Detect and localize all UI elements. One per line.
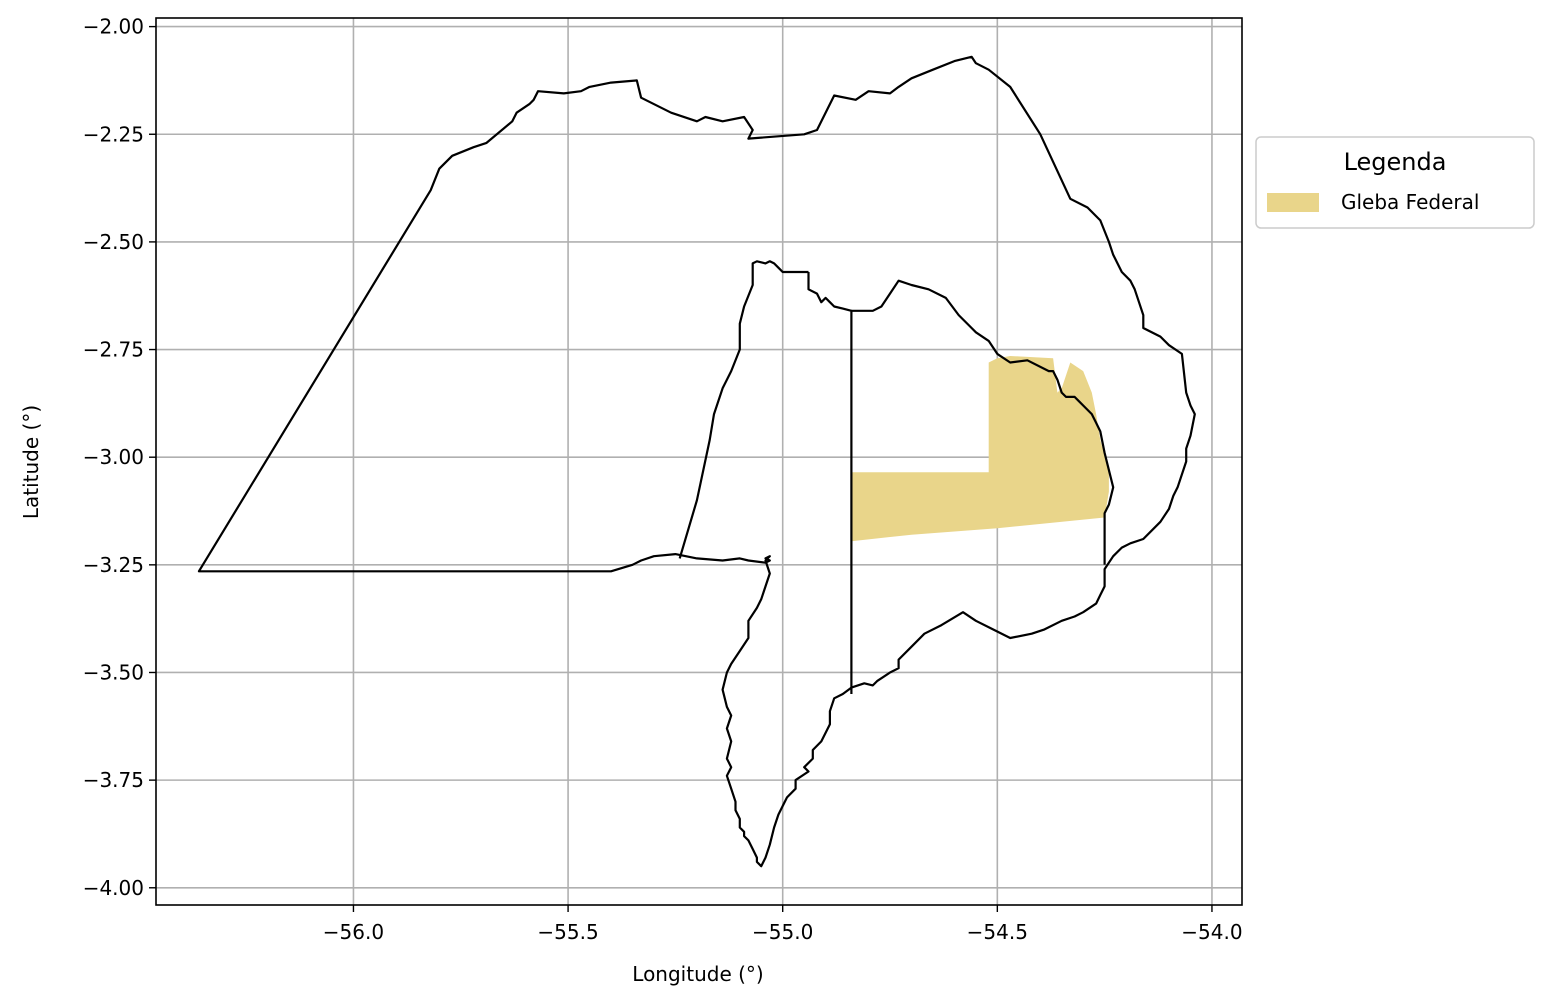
legend-frame bbox=[1255, 136, 1535, 229]
y-tick-label: −2.25 bbox=[83, 122, 144, 146]
y-tick-label: −3.75 bbox=[83, 768, 144, 792]
gleba-federal-polygon bbox=[851, 356, 1109, 542]
y-axis-label: Latitude (°) bbox=[19, 405, 43, 519]
x-axis-label: Longitude (°) bbox=[632, 962, 763, 986]
legend-swatch-gleba-federal bbox=[1267, 193, 1319, 212]
y-tick-label: −2.00 bbox=[83, 15, 144, 39]
inner-middle-boundary bbox=[807, 272, 853, 694]
y-tick-label: −3.00 bbox=[83, 445, 144, 469]
y-tick-label: −3.25 bbox=[83, 553, 144, 577]
municipality-boundaries bbox=[197, 55, 1196, 868]
grid-lines bbox=[156, 18, 1242, 905]
legend-label-gleba-federal: Gleba Federal bbox=[1341, 190, 1479, 214]
x-tick-label: −56.0 bbox=[323, 920, 384, 944]
legend: Legenda Gleba Federal bbox=[1255, 136, 1535, 229]
y-tick-label: −3.50 bbox=[83, 660, 144, 684]
gleba-federal-layer bbox=[851, 356, 1109, 542]
outer-boundary bbox=[197, 55, 1196, 868]
inner-east-boundary bbox=[851, 279, 1115, 565]
y-tick-label: −4.00 bbox=[83, 876, 144, 900]
plot-frame bbox=[155, 17, 1243, 906]
x-tick-label: −55.0 bbox=[752, 920, 813, 944]
y-tick-label: −2.75 bbox=[83, 338, 144, 362]
x-tick-label: −54.5 bbox=[967, 920, 1028, 944]
axis-ticks: −56.0 −55.5 −55.0 −54.5 −54.0 −2.00 −2.25 −2.50… bbox=[83, 15, 1243, 944]
inner-west-boundary bbox=[678, 260, 809, 559]
x-tick-label: −54.0 bbox=[1181, 920, 1242, 944]
legend-title: Legenda bbox=[1344, 148, 1447, 176]
x-tick-label: −55.5 bbox=[537, 920, 598, 944]
y-tick-label: −2.50 bbox=[83, 230, 144, 254]
